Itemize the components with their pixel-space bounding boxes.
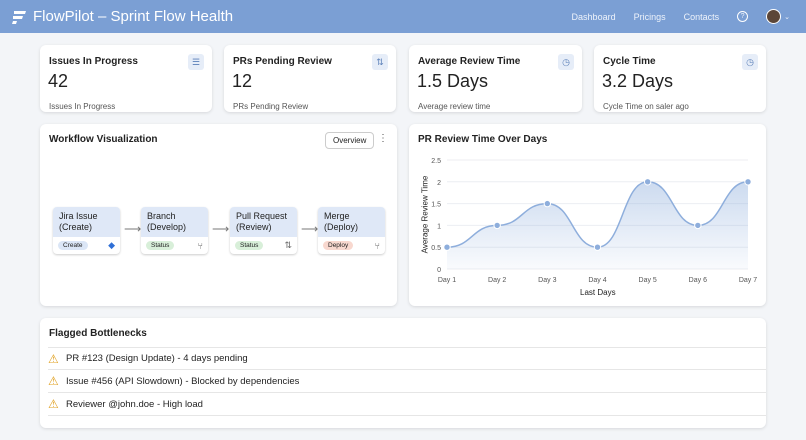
x-tick-label: Day 2 (488, 277, 506, 284)
panel-title: Workflow Visualization (49, 134, 158, 145)
kpi-sub: Cycle Time on saler ago (603, 102, 689, 111)
app-title: FlowPilot – Sprint Flow Health (33, 8, 234, 25)
kpi-average-review-time: Average Review Time ◷ 1.5 Days Average r… (409, 45, 582, 112)
x-tick-label: Day 6 (689, 277, 707, 284)
workflow-node[interactable]: Jira Issue (Create) Create ◆ (53, 207, 120, 254)
data-point (593, 243, 602, 251)
kpi-value: 3.2 Days (602, 71, 674, 91)
nav-dashboard[interactable]: Dashboard (571, 11, 616, 22)
kpi-value: 1.5 Days (417, 71, 489, 91)
y-tick-label: 1 (437, 223, 441, 230)
help-icon[interactable]: ? (737, 11, 749, 22)
node-subtitle: (Review) (236, 222, 272, 232)
x-tick-label: Day 5 (639, 277, 657, 284)
data-point (493, 221, 501, 230)
bottlenecks-panel: Flagged Bottlenecks (40, 318, 766, 428)
node-title: Branch (147, 211, 176, 221)
arrow-icon: ⟶ (124, 222, 142, 236)
workflow-node[interactable]: Merge (Deploy) Deploy ⑂ (318, 207, 385, 254)
node-tag: Status (235, 241, 264, 250)
node-title: Merge (324, 211, 350, 221)
x-tick-label: Day 4 (588, 277, 606, 284)
flowpilot-logo-icon (12, 10, 26, 24)
chart-title: PR Review Time Over Days (418, 134, 548, 145)
nav-pricings[interactable]: Pricings (633, 11, 666, 22)
y-axis-label: Average Review Time (420, 175, 430, 254)
kpi-label: PRs Pending Review (233, 56, 332, 67)
kpi-label: Average Review Time (418, 56, 521, 67)
kpi-sub: Issues In Progress (49, 102, 116, 111)
data-point (744, 178, 752, 186)
kpi-sub: Average review time (418, 102, 491, 111)
node-title: Pull Request (236, 211, 288, 221)
node-icon: ⑂ (374, 241, 380, 251)
data-point (443, 243, 451, 251)
x-tick-label: Day 1 (438, 277, 456, 284)
overview-button[interactable]: Overview (325, 132, 375, 149)
y-tick-label: 1.5 (431, 202, 441, 209)
user-menu[interactable]: ⌄ (766, 9, 790, 24)
bottleneck-item[interactable]: ⚠ Reviewer @john.doe - High load (48, 393, 766, 416)
chart-panel: PR Review Time Over Days (409, 124, 766, 306)
arrow-icon: ⟶ (301, 222, 319, 236)
workflow-node[interactable]: Branch (Develop) Status ⑂ (141, 207, 208, 254)
top-bar: FlowPilot – Sprint Flow Health Dashboard… (0, 0, 806, 33)
kpi-label: Cycle Time (603, 56, 656, 67)
kpi-value: 42 (48, 71, 69, 91)
bottleneck-item[interactable]: ⚠ PR #123 (Design Update) - 4 days pendin… (48, 347, 766, 370)
node-subtitle: (Deploy) (324, 222, 359, 232)
y-tick-label: 0.5 (431, 245, 441, 252)
node-subtitle: (Create) (59, 222, 93, 232)
node-tag: Status (146, 241, 175, 250)
x-tick-label: Day 7 (739, 277, 757, 284)
node-title: Jira Issue (59, 211, 98, 221)
bottleneck-text: Reviewer @john.doe - High load (66, 398, 203, 410)
x-tick-label: Day 3 (538, 277, 556, 284)
warning-icon: ⚠ (48, 374, 59, 388)
bottleneck-text: Issue #456 (API Slowdown) - Blocked by d… (66, 375, 300, 387)
node-tag: Deploy (323, 241, 354, 250)
data-point (694, 221, 702, 230)
bottleneck-text: PR #123 (Design Update) - 4 days pending (66, 353, 248, 364)
y-tick-label: 2 (437, 180, 441, 187)
clock-icon: ◷ (742, 54, 758, 70)
node-subtitle: (Develop) (147, 222, 187, 232)
list-icon: ☰ (188, 54, 204, 70)
kpi-label: Issues In Progress (49, 56, 138, 67)
node-icon: ⑂ (197, 241, 203, 251)
bottleneck-item[interactable]: ⚠ Issue #456 (API Slowdown) - Blocked by … (48, 370, 766, 393)
warning-icon: ⚠ (48, 351, 59, 366)
node-icon: ◆ (108, 240, 115, 250)
arrow-icon: ⟶ (212, 222, 230, 236)
chevron-down-icon: ⌄ (784, 13, 790, 21)
kpi-cycle-time: Cycle Time ◷ 3.2 Days Cycle Time on sale… (594, 45, 766, 112)
node-tag: Create (58, 241, 88, 250)
more-options-icon[interactable]: ⋮ (378, 133, 388, 144)
kpi-value: 12 (232, 71, 253, 91)
nav-contacts[interactable]: Contacts (683, 11, 720, 22)
workflow-node[interactable]: Pull Request (Review) Status ⇅ (230, 207, 297, 254)
kpi-sub: PRs Pending Review (233, 102, 309, 111)
y-tick-label: 2.5 (431, 158, 441, 165)
data-point (543, 199, 552, 208)
data-point (643, 178, 652, 186)
kpi-issues-in-progress: Issues In Progress ☰ 42 Issues In Progre… (40, 45, 212, 112)
pull-request-icon: ⇅ (372, 54, 388, 70)
panel-title: Flagged Bottlenecks (49, 328, 147, 339)
avatar (766, 9, 782, 24)
x-axis-label: Last Days (580, 288, 616, 297)
node-icon: ⇅ (284, 240, 292, 250)
clock-icon: ◷ (558, 54, 574, 70)
kpi-prs-pending: PRs Pending Review ⇅ 12 PRs Pending Revi… (224, 45, 396, 112)
warning-icon: ⚠ (48, 397, 59, 411)
y-tick-label: 0 (437, 267, 441, 274)
